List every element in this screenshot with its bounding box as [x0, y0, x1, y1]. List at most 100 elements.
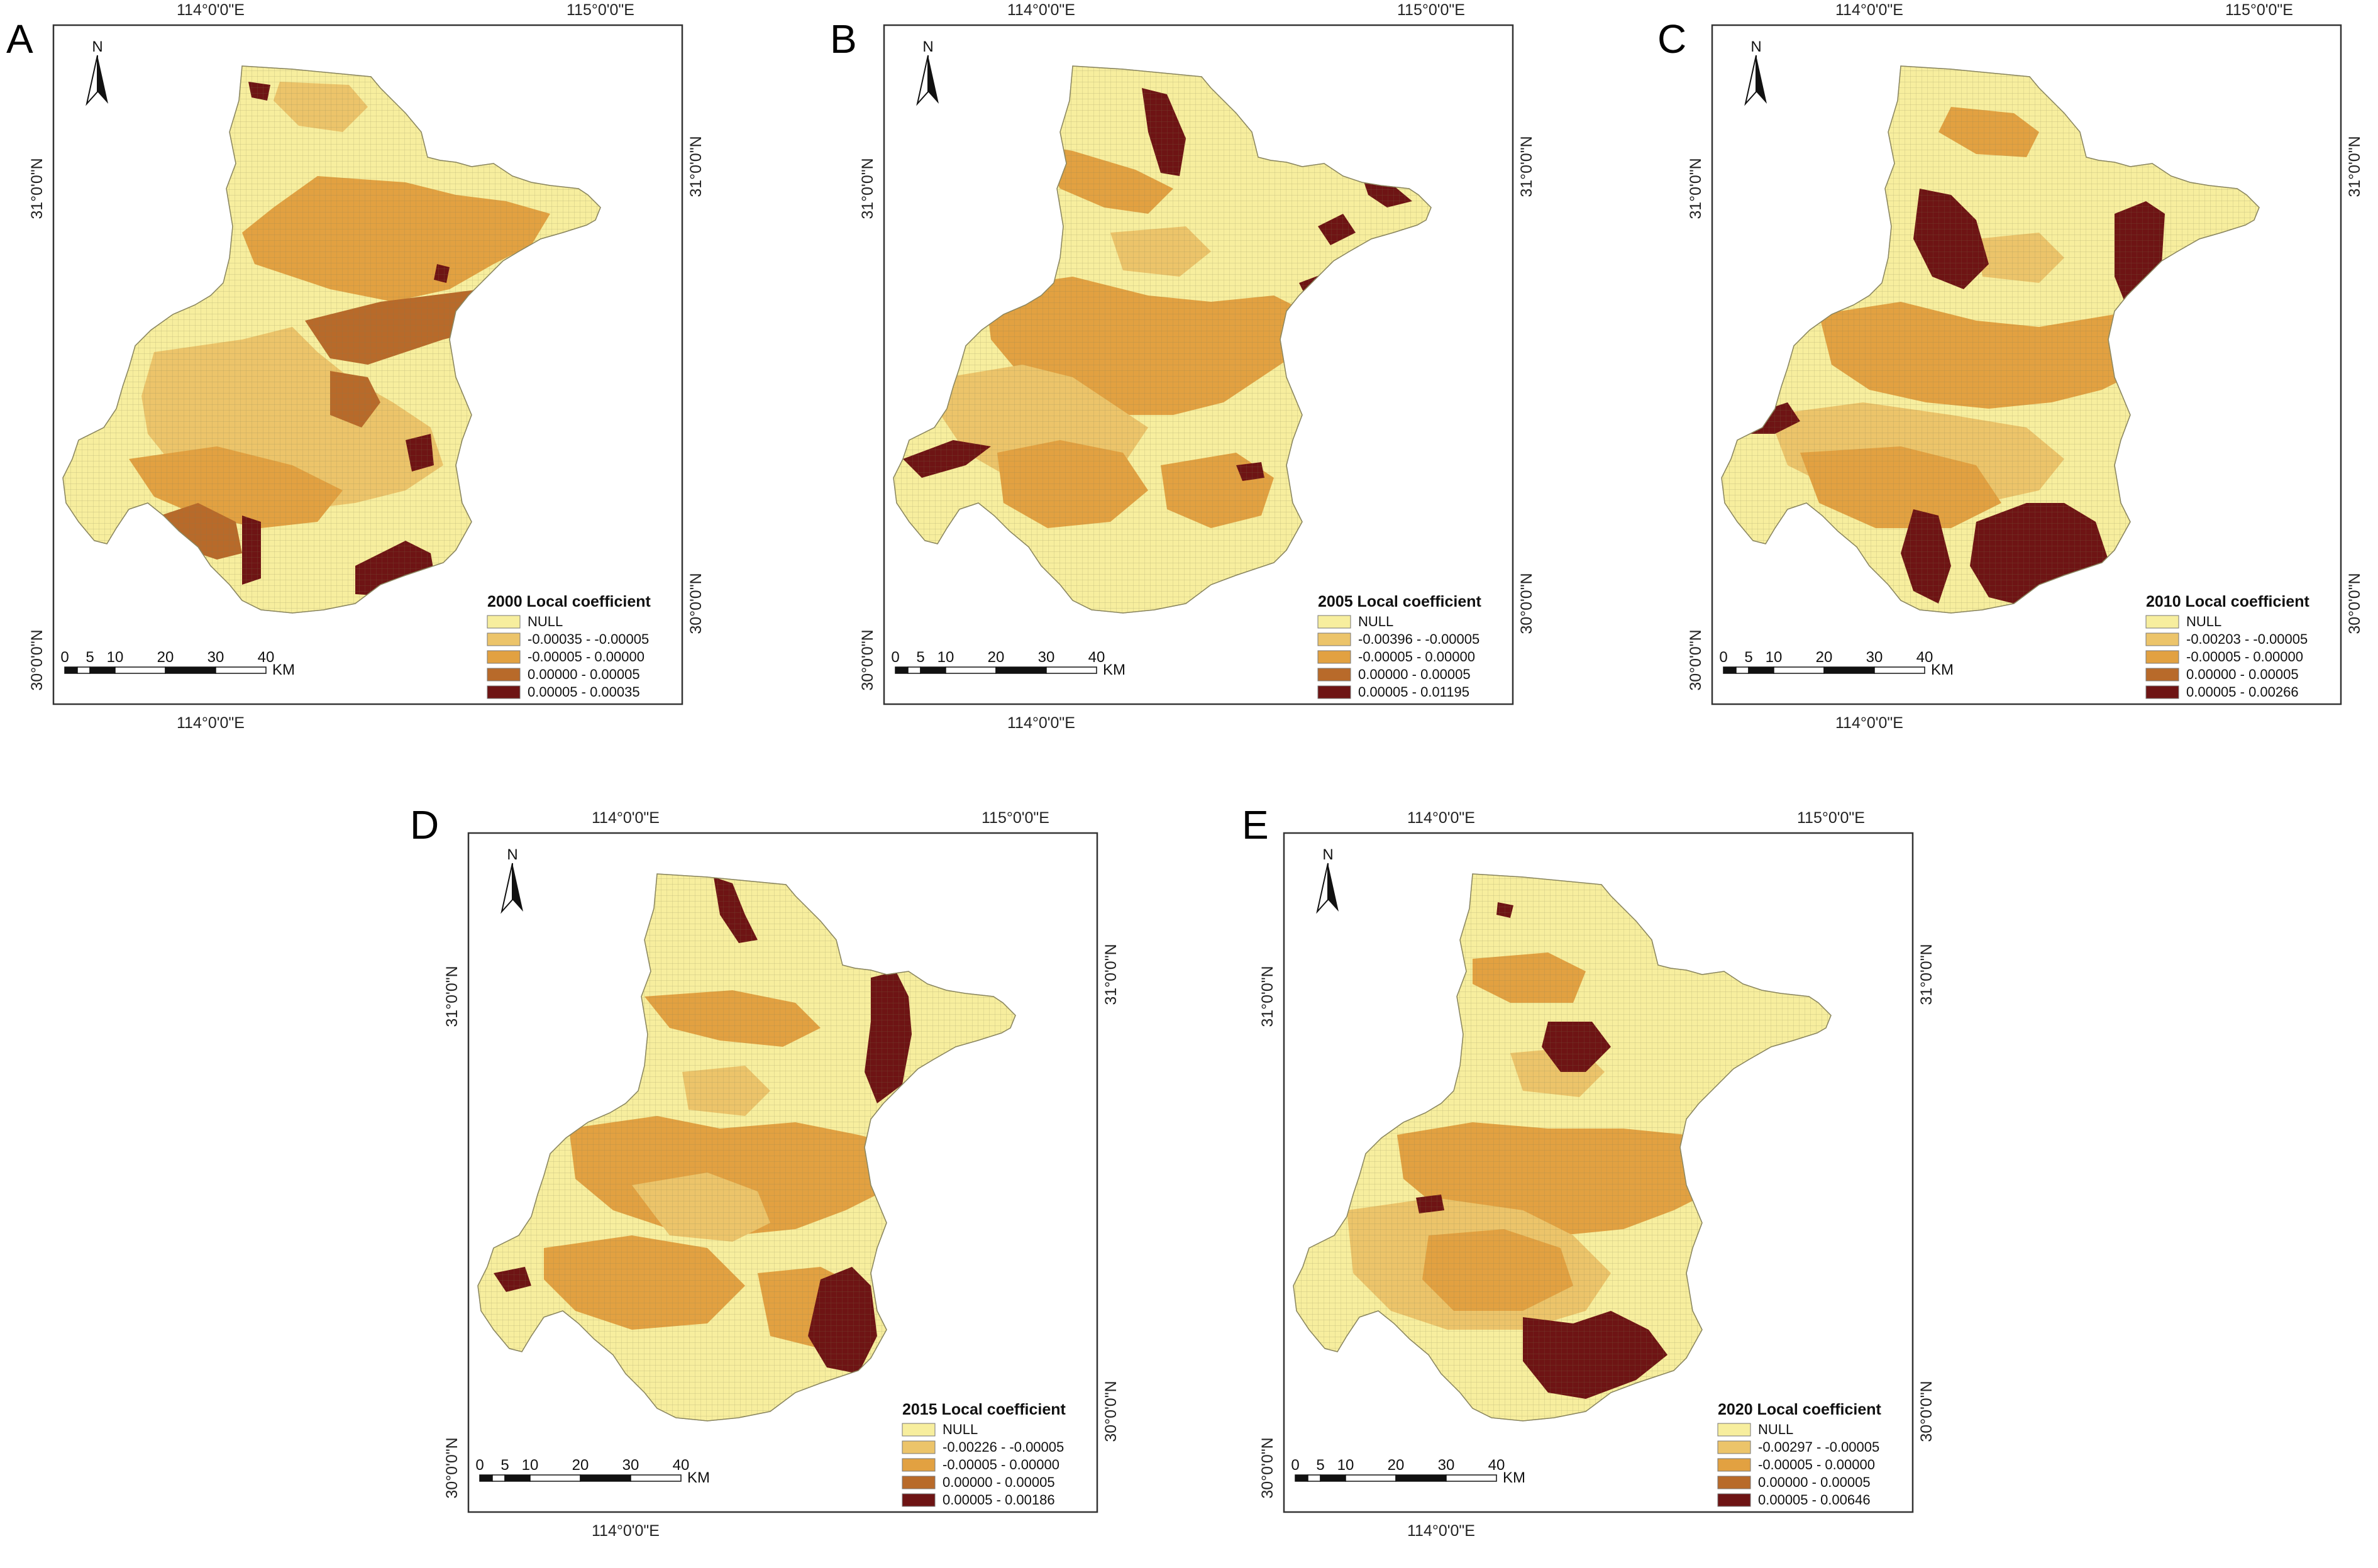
scale-tick-label: 0: [1719, 649, 1727, 666]
scale-segment: [1446, 1474, 1497, 1482]
legend-swatch: [902, 1476, 936, 1489]
legend-swatch: [902, 1423, 936, 1437]
legend-class-label: 0.00005 - 0.01195: [1358, 684, 1469, 700]
legend-class-label: 0.00000 - 0.00005: [2186, 666, 2299, 682]
coordinate-label: 31°0'0"N: [1102, 944, 1120, 1005]
scale-unit: KM: [1931, 661, 1954, 678]
legend-class-label: -0.00297 - -0.00005: [1758, 1439, 1879, 1455]
map-panel-e: 114°0'0"E 115°0'0"E 114°0'0"E 31°0'0"N 30°0'…: [1259, 809, 1935, 1540]
legend-swatch: [487, 668, 521, 682]
scale-segment: [64, 666, 78, 674]
scale-segment: [1773, 666, 1825, 674]
scale-segment: [1735, 666, 1749, 674]
north-label: N: [922, 38, 933, 55]
legend-swatch: [902, 1440, 936, 1454]
scale-segment: [1307, 1474, 1321, 1482]
map-svg: 114°0'0"E 115°0'0"E 114°0'0"E 31°0'0"N 30°0'…: [28, 1, 705, 732]
legend-swatch: [1317, 650, 1351, 664]
north-arrow-icon: N: [500, 846, 523, 914]
coordinate-label: 31°0'0"N: [1918, 944, 1935, 1005]
legend-class-label: 0.00005 - 0.00035: [528, 684, 640, 700]
legend-swatch: [2145, 615, 2179, 629]
scale-segment: [89, 666, 116, 674]
scale-tick-label: 30: [1038, 649, 1055, 666]
legend-swatch: [1717, 1493, 1751, 1507]
legend-swatch: [487, 632, 521, 646]
legend-class-label: 0.00000 - 0.00005: [943, 1474, 1055, 1490]
region-boundary: [477, 873, 1016, 1422]
scale-segment: [1320, 1474, 1346, 1482]
north-arrow-icon: N: [86, 38, 108, 106]
scale-segment: [165, 666, 216, 674]
region-boundary: [893, 65, 1432, 614]
scale-segment: [215, 666, 267, 674]
scale-tick-label: 30: [622, 1457, 639, 1474]
scale-segment: [479, 1474, 493, 1482]
legend-title: 2020 Local coefficient: [1718, 1401, 1882, 1418]
legend-class-label: NULL: [2186, 614, 2221, 629]
scale-tick-label: 30: [1438, 1457, 1455, 1474]
scale-tick-label: 0: [475, 1457, 484, 1474]
coordinate-label: 30°0'0"N: [1259, 1437, 1276, 1498]
legend-title: 2000 Local coefficient: [487, 593, 651, 610]
scale-tick-label: 10: [522, 1457, 539, 1474]
scale-tick-label: 20: [1816, 649, 1833, 666]
legend: 2010 Local coefficient NULL -0.00203 - -0.…: [2145, 593, 2310, 700]
legend-swatch: [2145, 650, 2179, 664]
scale-segment: [907, 666, 921, 674]
coordinate-label: 31°0'0"N: [687, 136, 705, 197]
coordinate-label: 31°0'0"N: [28, 158, 46, 219]
coordinate-label: 31°0'0"N: [2346, 136, 2364, 197]
coordinate-label: 30°0'0"N: [1102, 1381, 1120, 1442]
scale-segment: [77, 666, 91, 674]
scale-tick-label: 20: [157, 649, 174, 666]
region-boundary: [1293, 873, 1832, 1422]
legend-class-label: 0.00000 - 0.00005: [1358, 666, 1471, 682]
scale-segment: [1046, 666, 1097, 674]
panel-label: A: [6, 16, 33, 62]
scale-segment: [1823, 666, 1875, 674]
scale-segment: [995, 666, 1047, 674]
scale-tick-label: 5: [1316, 1457, 1324, 1474]
scale-segment: [529, 1474, 581, 1482]
legend-class-label: -0.00005 - 0.00000: [943, 1457, 1059, 1472]
scale-tick-label: 0: [60, 649, 69, 666]
scale-tick-label: 10: [107, 649, 124, 666]
region-boundary: [62, 65, 601, 614]
legend-class-label: -0.00203 - -0.00005: [2186, 631, 2308, 647]
north-arrow-icon: N: [1316, 846, 1339, 914]
scale-segment: [1748, 666, 1774, 674]
scale-segment: [1723, 666, 1737, 674]
panel-label: E: [1242, 802, 1269, 847]
legend-class-label: 0.00000 - 0.00005: [528, 666, 640, 682]
legend-swatch: [902, 1458, 936, 1472]
coordinate-label: 31°0'0"N: [1518, 136, 1535, 197]
scale-tick-label: 30: [1866, 649, 1883, 666]
coordinate-label: 114°0'0"E: [1007, 714, 1075, 732]
panel-label: D: [410, 802, 440, 847]
scale-tick-label: 10: [937, 649, 954, 666]
coordinate-label: 30°0'0"N: [443, 1437, 461, 1498]
scale-segment: [1345, 1474, 1396, 1482]
legend-class-label: NULL: [1358, 614, 1393, 629]
legend-title: 2015 Local coefficient: [902, 1401, 1066, 1418]
legend-class-label: -0.00226 - -0.00005: [943, 1439, 1064, 1455]
scale-tick-label: 5: [916, 649, 924, 666]
panel-label: C: [1657, 16, 1687, 62]
legend-swatch: [1717, 1458, 1751, 1472]
coordinate-label: 30°0'0"N: [687, 573, 705, 634]
scale-tick-label: 40: [258, 649, 275, 666]
legend-title: 2005 Local coefficient: [1318, 593, 1482, 610]
scale-segment: [1295, 1474, 1308, 1482]
coordinate-label: 114°0'0"E: [1835, 714, 1903, 732]
map-panel-a: 114°0'0"E 115°0'0"E 114°0'0"E 31°0'0"N 30°0'…: [28, 1, 705, 732]
scale-tick-label: 5: [1744, 649, 1752, 666]
scale-tick-label: 10: [1766, 649, 1783, 666]
legend-class-label: NULL: [1758, 1422, 1793, 1437]
legend-swatch: [1317, 685, 1351, 699]
coordinate-label: 114°0'0"E: [592, 1522, 660, 1540]
scale-tick-label: 5: [86, 649, 94, 666]
